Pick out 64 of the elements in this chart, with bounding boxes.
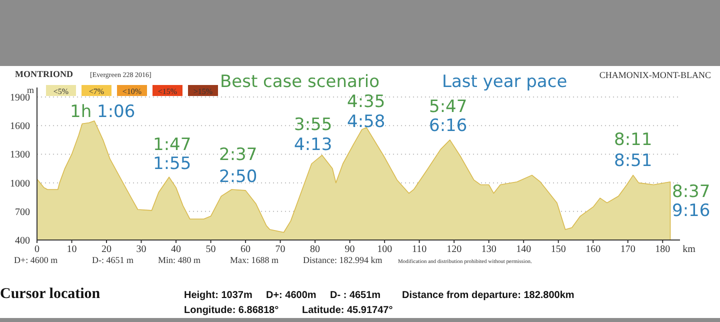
x-tick-label: 170 bbox=[620, 244, 636, 255]
x-tick-label: 180 bbox=[655, 244, 670, 255]
annotation: <7% bbox=[88, 87, 104, 96]
x-tick-label: 120 bbox=[446, 244, 462, 255]
annotation: 6:16 bbox=[429, 116, 468, 136]
annotation: 1:06 bbox=[97, 102, 136, 122]
text: Min: 480 m bbox=[158, 255, 201, 265]
annotation: 2:50 bbox=[219, 167, 258, 187]
annotation: Last year pace bbox=[442, 72, 568, 92]
x-tick-label: 150 bbox=[550, 244, 566, 255]
y-tick-label: 1000 bbox=[10, 178, 30, 190]
annotation: 9:16 bbox=[672, 201, 710, 221]
x-tick-label: 30 bbox=[136, 244, 146, 255]
annotation: <10% bbox=[122, 87, 142, 96]
text: CHAMONIX-MONT-BLANC bbox=[599, 70, 711, 80]
annotation: 1h bbox=[70, 102, 92, 122]
annotation: 4:35 bbox=[347, 92, 386, 112]
annotation: <15% bbox=[158, 87, 178, 96]
y-axis-title: m bbox=[26, 85, 34, 95]
x-tick-label: 110 bbox=[412, 244, 427, 255]
x-tick-label: 20 bbox=[102, 244, 112, 255]
annotation: 4:13 bbox=[294, 135, 332, 155]
annotation: <5% bbox=[53, 87, 69, 96]
annotation: 3:55 bbox=[294, 115, 332, 135]
text: D- : 4651m bbox=[330, 290, 381, 301]
x-tick-label: 80 bbox=[310, 244, 320, 255]
text: D-: 4651 m bbox=[92, 255, 134, 265]
x-tick-label: 60 bbox=[240, 244, 251, 255]
text: MONTRIOND bbox=[15, 69, 74, 79]
text: Longitude: 6.86818° bbox=[184, 305, 279, 316]
annotation: >15% bbox=[193, 87, 213, 96]
text: D+: 4600 m bbox=[14, 255, 58, 265]
x-tick-label: 160 bbox=[586, 244, 601, 255]
annotation: 8:51 bbox=[614, 151, 652, 171]
text: Cursor location bbox=[0, 286, 101, 302]
y-tick-label: 400 bbox=[15, 236, 30, 246]
x-tick-label: 40 bbox=[171, 244, 182, 255]
x-tick-label: 100 bbox=[377, 244, 392, 255]
annotation: Best case scenario bbox=[220, 72, 380, 92]
annotation: 2:37 bbox=[219, 145, 258, 165]
annotation: 5:47 bbox=[429, 97, 468, 117]
x-tick-label: 50 bbox=[206, 244, 216, 255]
text: Distance from departure: 182.800km bbox=[402, 290, 574, 301]
y-tick-label: 1600 bbox=[10, 121, 30, 132]
annotation: 4:58 bbox=[347, 112, 386, 132]
annotation: 8:11 bbox=[614, 130, 652, 150]
text: Distance: 182.994 km bbox=[303, 255, 382, 265]
text: D+: 4600m bbox=[266, 290, 316, 301]
x-tick-label: 90 bbox=[344, 244, 355, 255]
annotation: 8:37 bbox=[672, 182, 710, 202]
x-tick-label: 10 bbox=[66, 244, 77, 255]
x-tick-label: 140 bbox=[516, 244, 532, 255]
x-tick-label: 130 bbox=[481, 244, 496, 255]
annotation: 1:47 bbox=[153, 135, 192, 155]
annotation: 1:55 bbox=[153, 154, 192, 174]
y-tick-label: 1900 bbox=[10, 92, 30, 104]
text: Height: 1037m bbox=[184, 290, 252, 301]
x-tick-label: 0 bbox=[34, 244, 40, 255]
x-axis-title: km bbox=[682, 244, 696, 255]
text: Max: 1688 m bbox=[230, 255, 278, 265]
y-tick-label: 1300 bbox=[10, 150, 30, 161]
x-tick-label: 70 bbox=[275, 244, 286, 255]
y-tick-label: 700 bbox=[15, 206, 30, 218]
text: Latitude: 45.91747° bbox=[302, 305, 393, 316]
